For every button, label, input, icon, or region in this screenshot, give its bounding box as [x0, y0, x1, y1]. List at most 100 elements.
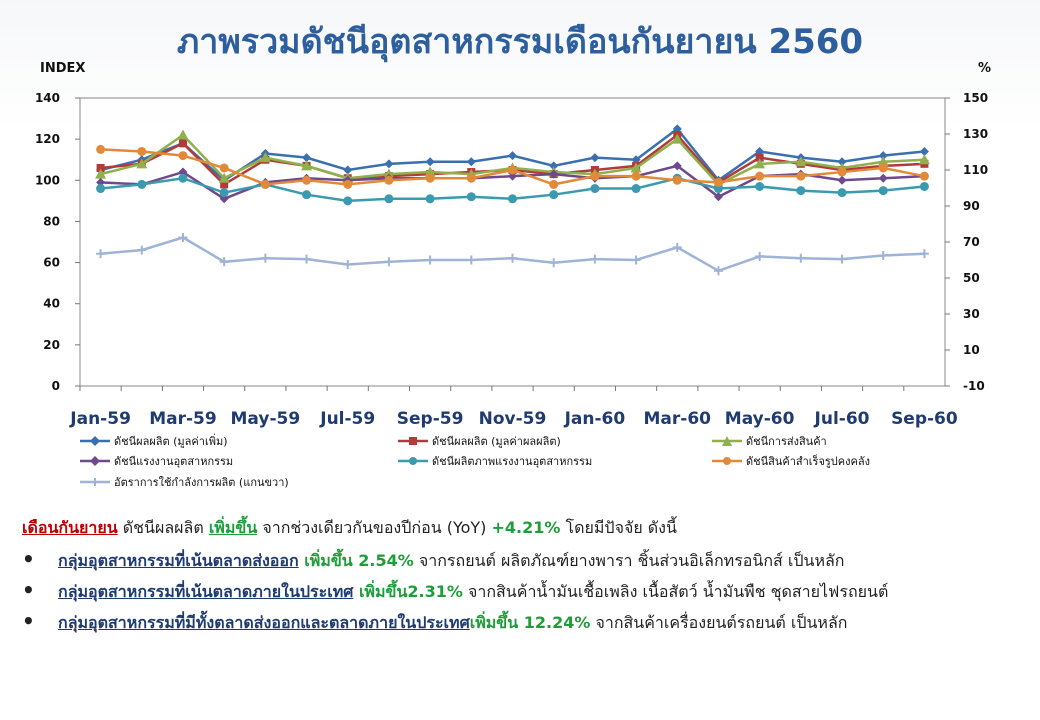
y-right-tick-label: 150	[963, 91, 988, 105]
data-point	[549, 161, 559, 171]
data-point	[671, 133, 683, 144]
data-point	[425, 157, 435, 167]
data-point	[218, 172, 230, 183]
y-right-tick-label: 10	[963, 343, 980, 357]
legend-label: ดัชนีผลผลิต (มูลค่าผลผลิต)	[432, 435, 561, 448]
x-tick-label: Jul-59	[319, 409, 375, 429]
right-axis-unit: %	[978, 61, 992, 76]
legend-swatch	[398, 457, 428, 465]
data-point	[178, 173, 188, 183]
data-point	[302, 190, 312, 200]
line-chart: 0 20 40 60 80 100 120 140 -10 10 30 50 70 90 110 130 150…	[35, 91, 988, 429]
data-point	[178, 139, 187, 148]
legend-item: ดัชนีผลผลิต (มูลค่าผลผลิต)	[398, 432, 561, 450]
legend-swatch	[80, 456, 110, 466]
y-left-tick-label: 20	[43, 338, 60, 352]
month-label: เดือนกันยายน	[22, 518, 118, 537]
mixed-group-detail: จากสินค้าเครื่องยนต์รถยนต์ เป็นหลัก	[590, 613, 848, 632]
legend-swatch	[80, 436, 110, 446]
data-point	[219, 188, 229, 198]
summary-text-part: โดยมีปัจจัย ดังนี้	[560, 518, 677, 537]
y-right-tick-label: 70	[963, 235, 980, 249]
data-point	[590, 184, 600, 194]
data-point	[384, 194, 394, 204]
data-point	[877, 156, 889, 167]
legend-item: ดัชนีแรงงานอุตสาหกรรม	[80, 452, 233, 470]
data-point	[631, 155, 641, 165]
y-left-tick-label: 60	[43, 256, 60, 270]
data-point	[137, 179, 147, 189]
data-point	[301, 160, 313, 171]
summary-line-3: • กลุ่มอุตสาหกรรมที่เน้นตลาดภายในประเทศ เ…	[22, 578, 1032, 609]
x-tick-label: Jan-59	[69, 409, 131, 429]
legend-label: ดัชนีการส่งสินค้า	[746, 435, 827, 448]
data-point	[508, 194, 517, 204]
data-point	[137, 146, 147, 156]
export-group-value: เพิ่มขึ้น 2.54%	[298, 551, 414, 570]
data-point	[259, 152, 271, 163]
mixed-group-label: กลุ่มอุตสาหกรรมที่มีทั้งตลาดส่งออกและตลา…	[58, 613, 470, 632]
summary-text-part: ดัชนีผลผลิต	[117, 518, 209, 537]
y-right-tick-label: 130	[963, 127, 988, 141]
domestic-group-label: กลุ่มอุตสาหกรรมที่เน้นตลาดภายในประเทศ	[58, 582, 354, 601]
legend-label: ดัชนีแรงงานอุตสาหกรรม	[114, 455, 234, 468]
data-point	[466, 192, 476, 202]
legend-swatch	[712, 436, 742, 446]
domestic-group-value: เพิ่มขึ้น2.31%	[353, 582, 463, 601]
y-left-tick-label: 40	[43, 297, 60, 311]
data-point	[384, 159, 394, 169]
data-point	[508, 165, 517, 175]
export-group-label: กลุ่มอุตสาหกรรมที่เน้นตลาดส่งออก	[58, 551, 299, 570]
data-point	[178, 151, 188, 161]
y-right-tick-label: 50	[963, 271, 980, 285]
summary-line-1: เดือนกันยายน ดัชนีผลผลิต เพิ่มขึ้น จากช่…	[22, 516, 1032, 547]
data-point	[384, 175, 394, 185]
data-point	[96, 177, 106, 187]
plot-area	[79, 97, 946, 387]
data-point	[96, 144, 106, 154]
export-group-detail: จากรถยนต์ ผลิตภัณฑ์ยางพารา ชิ้นส่วนอิเล็…	[413, 551, 845, 570]
data-point	[425, 173, 435, 183]
data-point	[837, 157, 847, 167]
data-point	[755, 153, 764, 162]
summary-line-4: • กลุ่มอุตสาหกรรมที่มีทั้งตลาดส่งออกและตล…	[22, 609, 1032, 640]
summary-text: เดือนกันยายน ดัชนีผลผลิต เพิ่มขึ้น จากช่…	[22, 516, 1032, 640]
legend-label: ดัชนีสินค้าสำเร็จรูปคงคลัง	[746, 455, 870, 468]
data-point	[302, 153, 312, 163]
y-left-tick-label: 140	[35, 91, 60, 105]
data-point	[219, 163, 229, 173]
left-axis-unit: INDEX	[40, 61, 86, 76]
data-point	[424, 166, 436, 177]
y-left-tick-label: 100	[35, 173, 60, 187]
data-point	[220, 180, 229, 189]
data-point	[755, 171, 765, 181]
data-point	[549, 190, 559, 200]
data-point	[795, 156, 807, 167]
legend-label: ดัชนีผลิตภาพแรงงานอุตสาหกรรม	[432, 455, 593, 468]
mixed-group-value: เพิ่มขึ้น 12.24%	[469, 613, 591, 632]
data-point	[713, 192, 723, 202]
data-point	[919, 171, 929, 181]
data-point	[631, 184, 641, 194]
data-point	[466, 173, 476, 183]
data-point	[425, 194, 435, 204]
data-point	[796, 186, 806, 196]
data-point	[878, 163, 888, 173]
data-point	[878, 186, 888, 196]
data-point	[672, 175, 682, 185]
data-point	[919, 146, 929, 156]
data-point	[260, 179, 270, 189]
page-title: ภาพรวมดัชนีอุตสาหกรรมเดือนกันยายน 2560	[176, 22, 864, 62]
x-tick-label: Jul-60	[814, 409, 870, 429]
data-point	[837, 175, 847, 185]
y-right-tick-label: 110	[963, 163, 988, 177]
data-point	[508, 171, 517, 181]
legend-item: ดัชนีสินค้าสำเร็จรูปคงคลัง	[712, 452, 870, 470]
x-tick-label: Jan-60	[564, 409, 626, 429]
legend-swatch	[712, 457, 742, 465]
y-right-tick-label: -10	[963, 379, 985, 393]
increase-label: เพิ่มขึ้น	[208, 518, 258, 537]
data-point	[343, 165, 353, 175]
data-point	[878, 173, 888, 183]
